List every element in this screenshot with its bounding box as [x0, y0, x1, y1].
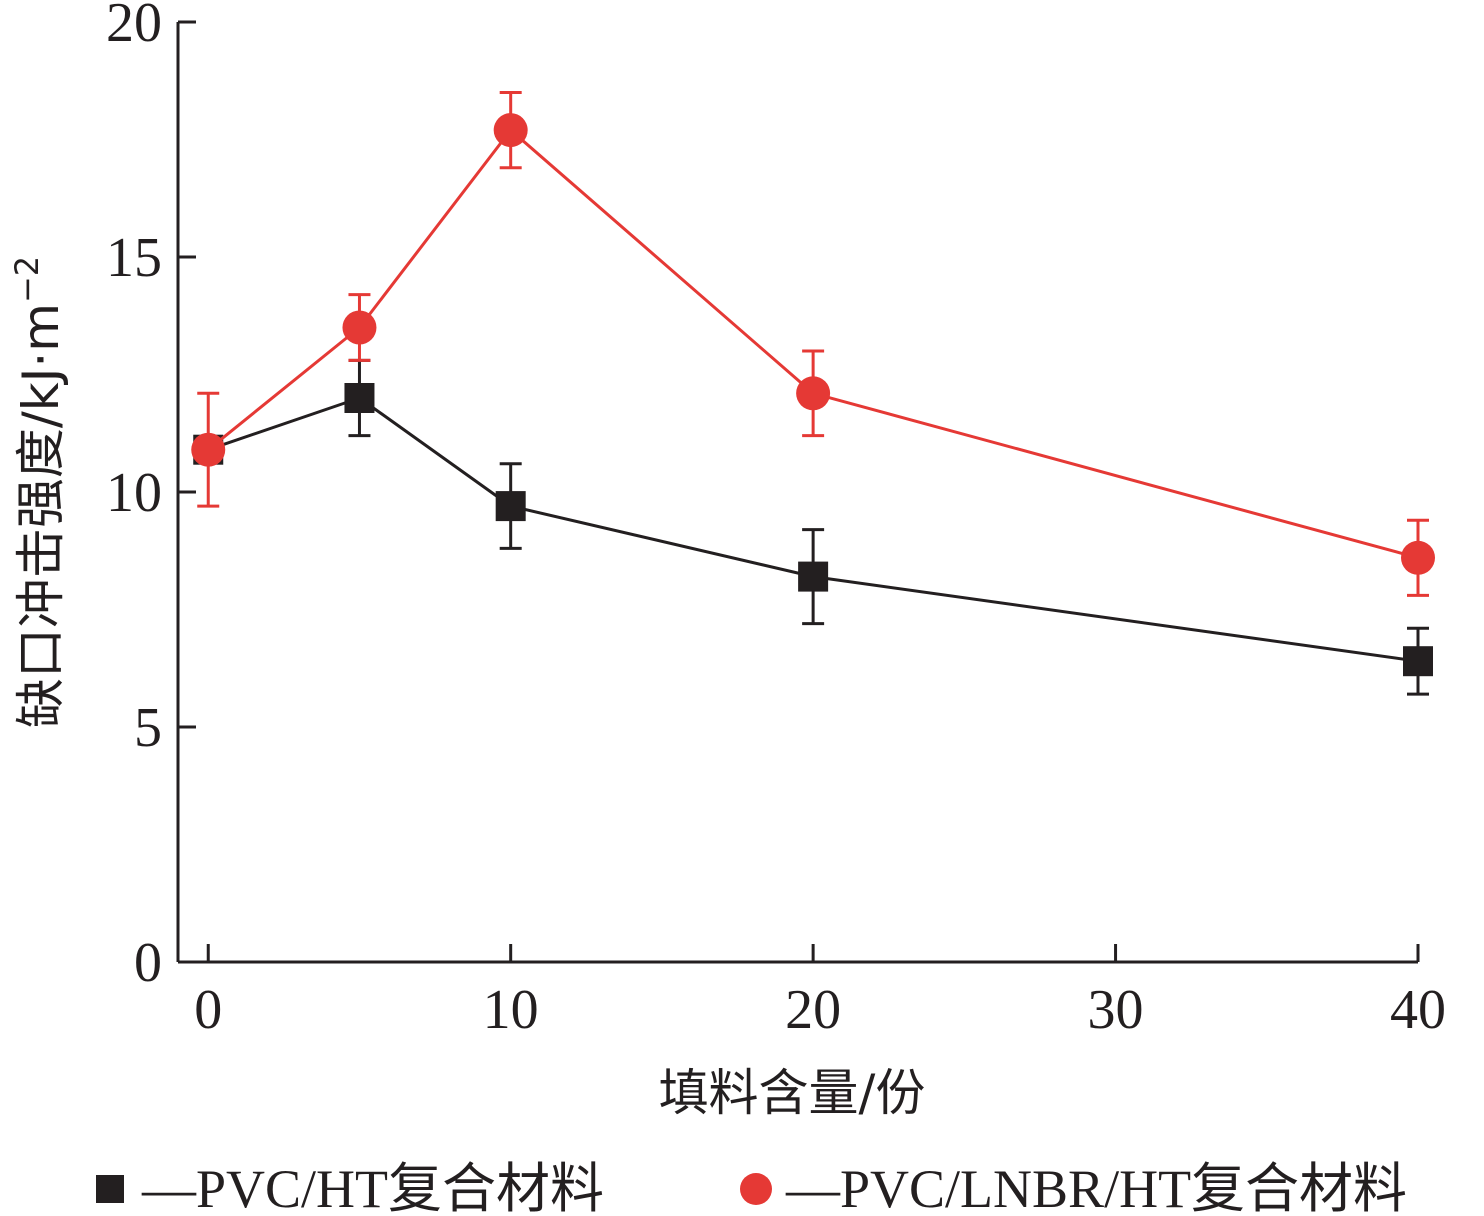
data-point-circle — [796, 376, 831, 411]
y-axis-title-main: 缺口冲击强度/kJ·m — [12, 303, 70, 728]
x-axis-title: 填料含量/份 — [659, 1064, 926, 1122]
data-point-square — [1403, 646, 1433, 677]
data-point-square — [495, 491, 526, 522]
data-point-square — [344, 383, 375, 413]
legend: —PVC/HT复合材料 —PVC/LNBR/HT复合材料 — [96, 1159, 1407, 1216]
y-tick-label: 0 — [134, 932, 162, 994]
series-2 — [191, 91, 1435, 597]
x-tick-label: 30 — [1088, 979, 1144, 1041]
y-tick-label: 10 — [106, 462, 162, 524]
x-tick-label: 0 — [194, 979, 222, 1041]
legend-marker-square — [96, 1175, 124, 1203]
legend-label: —PVC/LNBR/HT复合材料 — [785, 1159, 1407, 1216]
data-point-square — [798, 561, 829, 592]
legend-label: —PVC/HT复合材料 — [141, 1159, 604, 1216]
y-axis-title: 缺口冲击强度/kJ·m−2 — [8, 256, 70, 728]
data-point-circle — [191, 432, 226, 467]
x-tick-label: 40 — [1390, 979, 1446, 1041]
series-line — [207, 127, 1419, 560]
series-1 — [193, 358, 1433, 696]
legend-marker-circle — [740, 1173, 772, 1205]
data-point-circle — [1401, 540, 1435, 575]
x-tick-label: 10 — [483, 979, 539, 1041]
data-point-circle — [342, 310, 377, 345]
y-axis-title-superscript: −2 — [8, 256, 46, 303]
series-layer — [191, 91, 1435, 696]
y-tick-label: 15 — [106, 227, 162, 289]
ticks: 0 5 10 15 20 0 10 20 30 40 — [106, 0, 1446, 1041]
y-tick-label: 5 — [134, 697, 162, 759]
x-tick-label: 20 — [785, 979, 841, 1041]
axes — [176, 22, 1418, 964]
y-tick-label: 20 — [106, 0, 162, 54]
data-point-circle — [493, 113, 528, 148]
